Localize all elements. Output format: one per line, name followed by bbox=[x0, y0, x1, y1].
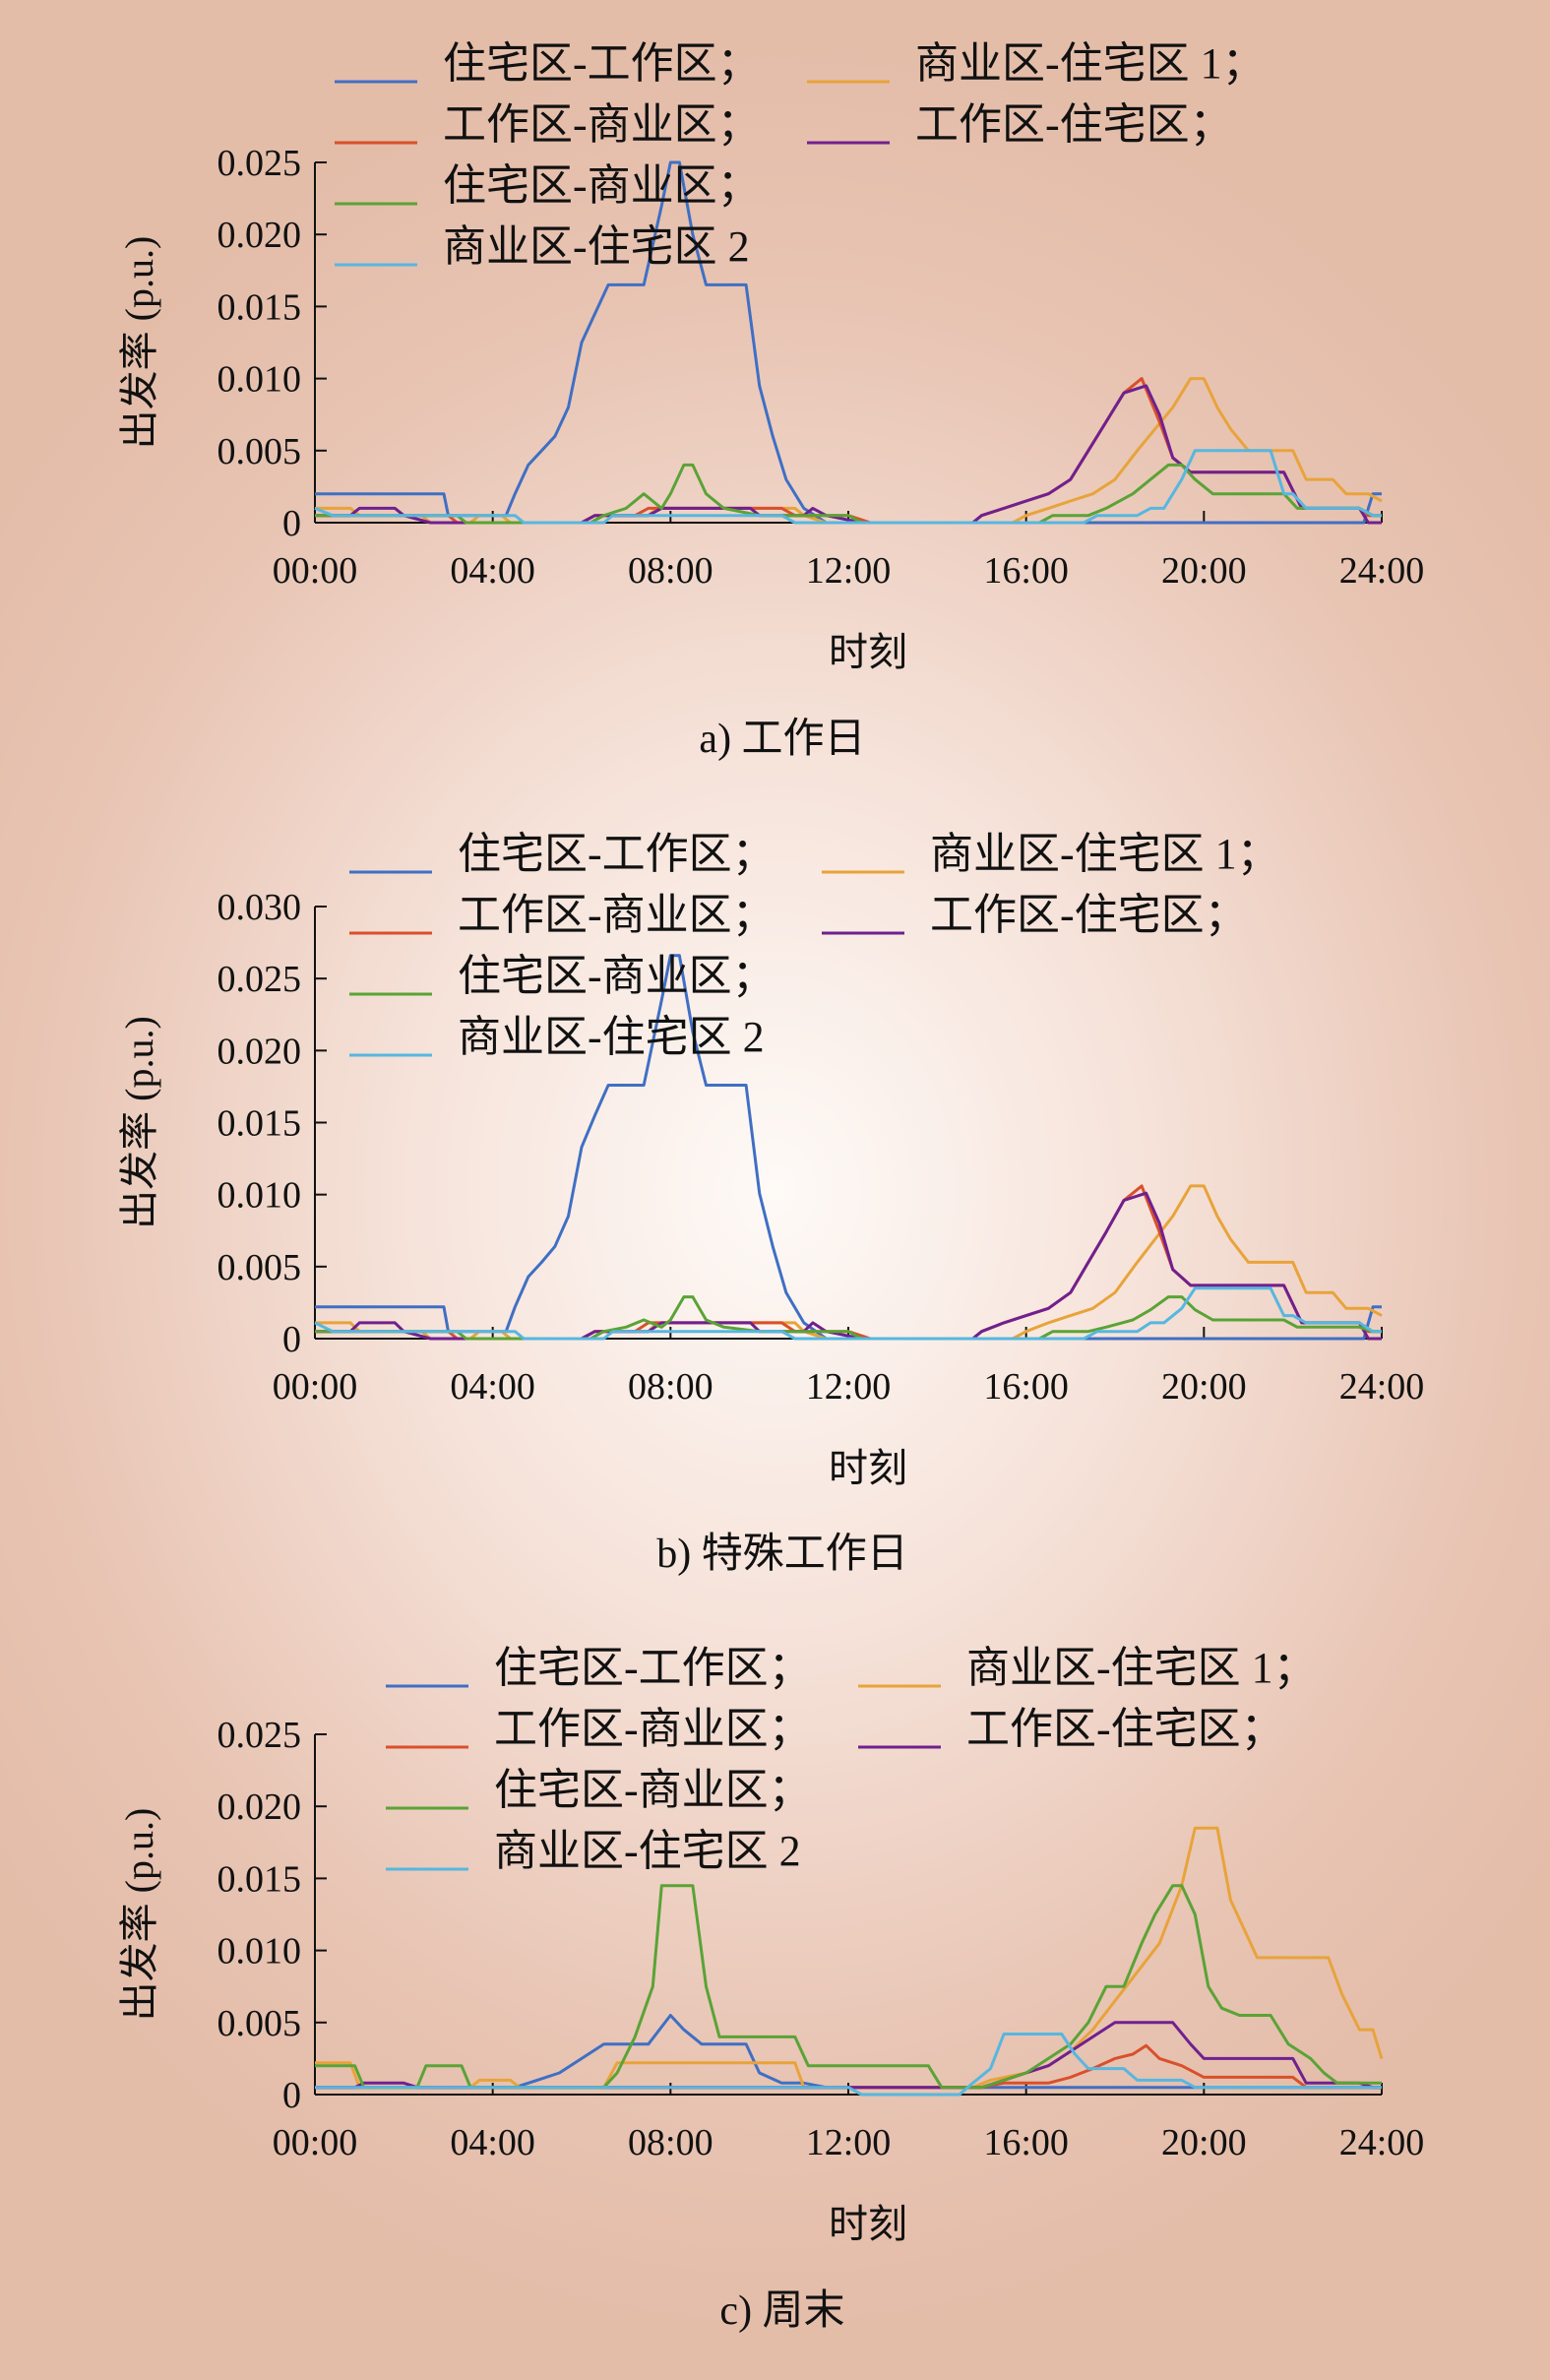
series-line-2 bbox=[315, 1826, 1384, 2090]
x-tick-label: 12:00 bbox=[806, 2122, 892, 2163]
x-tick-label: 04:00 bbox=[450, 550, 535, 592]
chart-1: 0 0.005 0.010 0.015 0.020 0.025 00:00 04:00 08:0… bbox=[117, 39, 1424, 762]
legend-label-6: 商业区-住宅区 2 bbox=[458, 1013, 765, 1061]
legend-label-3: 工作区-商业区； bbox=[494, 1705, 812, 1753]
y-tick-label: 0.025 bbox=[217, 143, 302, 184]
legend-label-1: 住宅区-工作区； bbox=[494, 1644, 812, 1692]
x-tick-label: 24:00 bbox=[1339, 550, 1425, 592]
x-axis-title: 时刻 bbox=[829, 2202, 907, 2246]
x-tick-label: 00:00 bbox=[273, 1366, 358, 1408]
legend-label-1: 住宅区-工作区； bbox=[443, 39, 761, 88]
y-tick-label: 0.020 bbox=[217, 215, 302, 256]
series-line-4 bbox=[315, 1191, 1382, 1341]
y-tick-label: 0 bbox=[282, 2075, 301, 2116]
series-line-1 bbox=[315, 2014, 1382, 2090]
legend-label-2: 商业区-住宅区 1； bbox=[930, 830, 1280, 878]
chart-caption: c) 周末 bbox=[719, 2288, 844, 2334]
x-tick-label: 12:00 bbox=[806, 1366, 892, 1408]
x-tick-label: 08:00 bbox=[628, 550, 713, 592]
x-tick-label: 00:00 bbox=[273, 550, 358, 592]
x-axis-title: 时刻 bbox=[829, 1446, 907, 1490]
legend-label-4: 工作区-住宅区； bbox=[930, 891, 1248, 939]
legend-label-4: 工作区-住宅区； bbox=[966, 1705, 1284, 1753]
chart-caption: b) 特殊工作日 bbox=[656, 1532, 908, 1577]
y-tick-label: 0.015 bbox=[217, 1103, 302, 1145]
y-tick-label: 0.020 bbox=[217, 1031, 302, 1072]
x-tick-label: 16:00 bbox=[983, 2122, 1069, 2163]
legend-label-5: 住宅区-商业区； bbox=[458, 952, 775, 1000]
y-axis-title: 出发率 (p.u.) bbox=[117, 1016, 161, 1229]
y-axis-title: 出发率 (p.u.) bbox=[117, 1808, 161, 2022]
legend-label-4: 工作区-住宅区； bbox=[915, 100, 1233, 149]
legend-label-5: 住宅区-商业区； bbox=[443, 161, 761, 210]
x-tick-label: 16:00 bbox=[983, 1366, 1069, 1408]
series-line-3 bbox=[315, 2043, 1382, 2090]
legend-label-6: 商业区-住宅区 2 bbox=[443, 222, 750, 271]
y-tick-label: 0.020 bbox=[217, 1786, 302, 1828]
series-line-4 bbox=[315, 2021, 1382, 2090]
y-tick-label: 0.025 bbox=[217, 1715, 302, 1756]
legend-label-3: 工作区-商业区； bbox=[443, 100, 761, 149]
legend-label-2: 商业区-住宅区 1； bbox=[966, 1644, 1317, 1692]
y-tick-label: 0.010 bbox=[217, 1175, 302, 1217]
chart-2: 0 0.005 0.010 0.015 0.020 0.025 0.030 00:00 04:0… bbox=[117, 830, 1424, 1577]
legend-label-3: 工作区-商业区； bbox=[458, 891, 775, 939]
chart-caption: a) 工作日 bbox=[699, 717, 865, 762]
y-tick-label: 0.010 bbox=[217, 1931, 302, 1973]
y-tick-label: 0.015 bbox=[217, 1858, 302, 1900]
legend-label-1: 住宅区-工作区； bbox=[458, 830, 775, 878]
x-tick-label: 04:00 bbox=[450, 1366, 535, 1408]
y-tick-label: 0.005 bbox=[217, 2003, 302, 2044]
series-line-6 bbox=[314, 449, 1382, 525]
x-tick-label: 12:00 bbox=[806, 550, 892, 592]
x-tick-label: 20:00 bbox=[1161, 1366, 1247, 1408]
series-line-1 bbox=[315, 954, 1382, 1341]
y-axis-title: 出发率 (p.u.) bbox=[117, 236, 161, 450]
x-axis-title: 时刻 bbox=[829, 630, 907, 674]
x-tick-label: 04:00 bbox=[450, 2122, 535, 2163]
y-tick-label: 0 bbox=[282, 503, 301, 544]
series-line-4 bbox=[315, 384, 1382, 525]
series-line-3 bbox=[315, 1184, 1382, 1341]
y-tick-label: 0.030 bbox=[217, 887, 302, 928]
legend-label-2: 商业区-住宅区 1； bbox=[915, 39, 1266, 88]
y-tick-label: 0.010 bbox=[217, 359, 302, 401]
x-tick-label: 20:00 bbox=[1161, 2122, 1247, 2163]
chart-3: 0 0.005 0.010 0.015 0.020 0.025 00:00 04:00 08:0… bbox=[117, 1644, 1424, 2334]
legend-label-6: 商业区-住宅区 2 bbox=[494, 1827, 801, 1875]
legend-label-5: 住宅区-商业区； bbox=[494, 1766, 812, 1814]
series-line-6 bbox=[314, 1286, 1382, 1341]
x-tick-label: 24:00 bbox=[1339, 1366, 1425, 1408]
y-tick-label: 0.005 bbox=[217, 1247, 302, 1288]
x-tick-label: 16:00 bbox=[983, 550, 1069, 592]
series-line-2 bbox=[315, 1184, 1383, 1341]
y-tick-label: 0.005 bbox=[217, 431, 302, 472]
y-tick-label: 0.025 bbox=[217, 959, 302, 1000]
y-tick-label: 0.015 bbox=[217, 286, 302, 328]
x-tick-label: 08:00 bbox=[628, 2122, 713, 2163]
series-line-1 bbox=[315, 160, 1382, 525]
x-tick-label: 08:00 bbox=[628, 1366, 713, 1408]
series-line-6 bbox=[315, 2033, 1382, 2097]
x-tick-label: 20:00 bbox=[1161, 550, 1247, 592]
y-tick-label: 0 bbox=[282, 1319, 301, 1360]
x-tick-label: 00:00 bbox=[273, 2122, 358, 2163]
x-tick-label: 24:00 bbox=[1339, 2122, 1425, 2163]
